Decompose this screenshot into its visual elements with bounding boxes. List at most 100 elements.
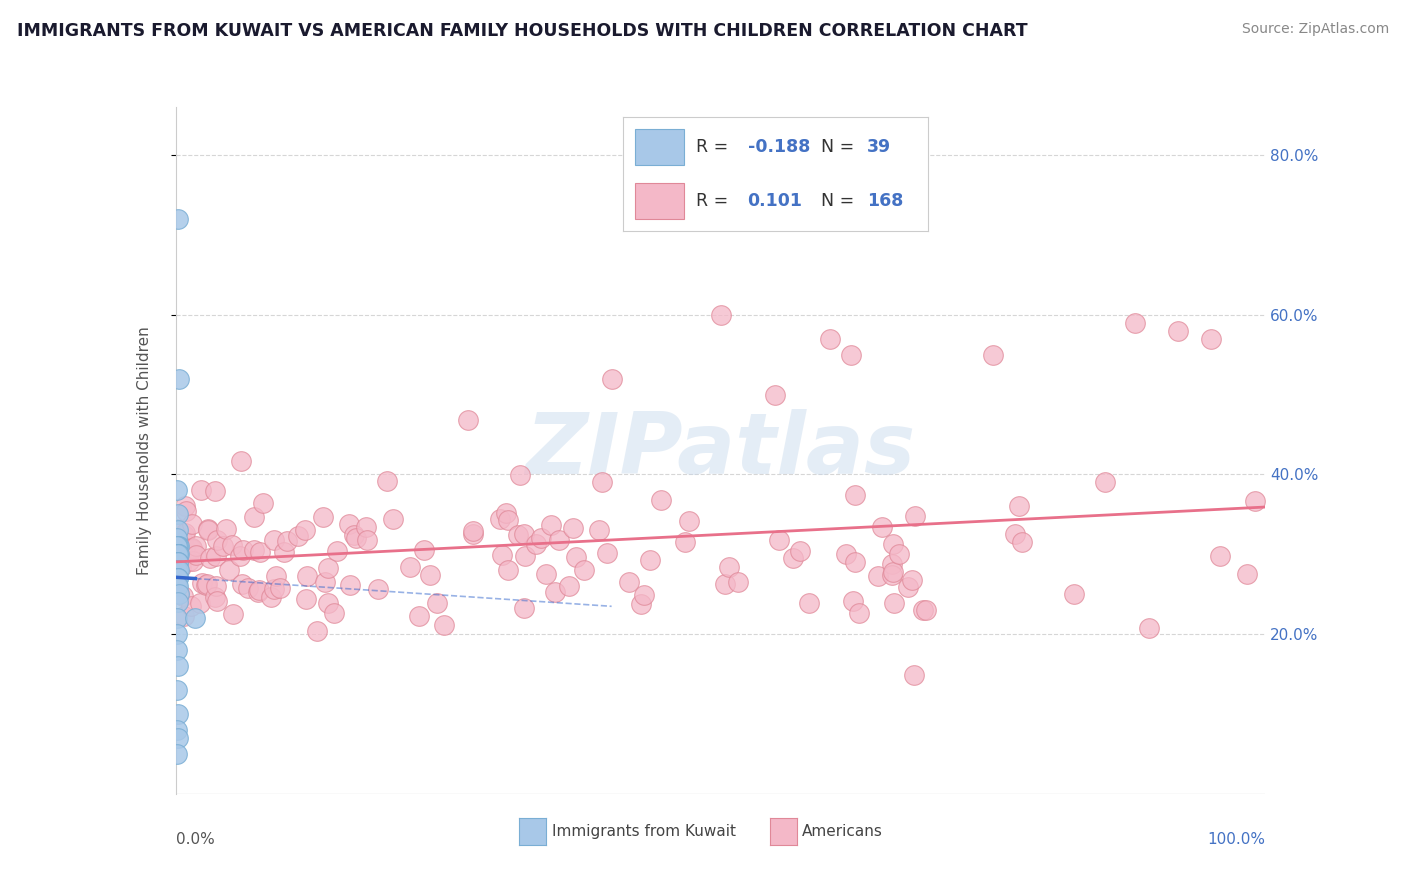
Point xyxy=(789,544,811,558)
Point xyxy=(167,555,190,569)
Point xyxy=(166,643,188,657)
Point xyxy=(1236,567,1258,582)
Point xyxy=(247,582,270,597)
Point xyxy=(339,577,361,591)
Point xyxy=(184,611,207,625)
Point xyxy=(513,549,536,564)
Point xyxy=(167,547,190,561)
Point xyxy=(633,588,655,602)
Point xyxy=(169,559,191,574)
Point xyxy=(887,547,910,561)
Point xyxy=(844,555,866,569)
Point xyxy=(307,624,329,638)
Point xyxy=(544,584,567,599)
Point xyxy=(981,348,1004,362)
Point xyxy=(167,211,190,226)
Point xyxy=(180,599,202,613)
Point xyxy=(782,550,804,565)
Point xyxy=(243,510,266,524)
Point xyxy=(524,537,547,551)
Point xyxy=(276,533,298,548)
Point xyxy=(181,541,204,556)
Point xyxy=(463,524,485,538)
Point xyxy=(273,545,295,559)
Point xyxy=(167,584,190,599)
Point xyxy=(166,522,188,536)
Point xyxy=(197,523,219,537)
Point xyxy=(866,568,889,582)
Point xyxy=(231,577,253,591)
Point xyxy=(835,547,858,561)
Point xyxy=(166,483,188,498)
Point xyxy=(186,548,208,562)
Point xyxy=(180,542,202,557)
Point xyxy=(548,533,571,547)
Point xyxy=(166,611,188,625)
Point xyxy=(269,581,291,595)
Point xyxy=(212,539,235,553)
Point xyxy=(872,520,894,534)
Point xyxy=(768,533,790,548)
Point xyxy=(167,371,190,385)
Point xyxy=(903,667,925,681)
Point xyxy=(1137,622,1160,636)
Point xyxy=(588,524,610,538)
Point xyxy=(904,509,927,524)
Point xyxy=(204,484,226,499)
Point xyxy=(673,535,696,549)
Point xyxy=(166,683,188,698)
Point xyxy=(180,516,202,531)
Point xyxy=(190,483,212,497)
Text: 0.0%: 0.0% xyxy=(176,831,215,847)
Text: Americans: Americans xyxy=(803,824,883,839)
Point xyxy=(172,590,194,604)
Point xyxy=(205,533,228,547)
Text: ZIPatlas: ZIPatlas xyxy=(526,409,915,492)
Point xyxy=(295,592,318,607)
Point xyxy=(167,571,190,585)
Point xyxy=(166,747,188,761)
Point xyxy=(194,578,217,592)
Point xyxy=(218,563,240,577)
Point xyxy=(287,529,309,543)
Point xyxy=(170,560,193,574)
Point xyxy=(509,468,531,483)
Point xyxy=(166,563,188,577)
Point xyxy=(166,534,188,549)
Point xyxy=(911,603,934,617)
Point xyxy=(204,590,226,604)
Point xyxy=(166,627,188,641)
Point xyxy=(167,659,190,673)
Point xyxy=(356,533,378,547)
Point xyxy=(166,547,188,561)
Point xyxy=(408,609,430,624)
Point xyxy=(495,506,517,520)
Point xyxy=(167,524,190,538)
Point xyxy=(204,549,226,563)
Point xyxy=(763,387,786,401)
Point xyxy=(221,538,243,552)
Point xyxy=(316,561,339,575)
Point xyxy=(236,581,259,595)
Point xyxy=(346,531,368,545)
Point xyxy=(399,559,422,574)
Point xyxy=(322,606,344,620)
Point xyxy=(294,523,316,537)
Point xyxy=(513,600,536,615)
Point xyxy=(166,547,188,561)
Point xyxy=(530,531,553,545)
Point xyxy=(900,573,922,587)
Point xyxy=(897,580,920,594)
Text: Source: ZipAtlas.com: Source: ZipAtlas.com xyxy=(1241,22,1389,37)
Point xyxy=(717,560,740,574)
Point xyxy=(1209,549,1232,563)
Point xyxy=(191,575,214,590)
Point xyxy=(166,539,188,553)
Point xyxy=(565,549,588,564)
Point xyxy=(638,553,661,567)
Point xyxy=(572,563,595,577)
Point xyxy=(167,731,190,745)
Point xyxy=(375,474,398,488)
Point xyxy=(337,516,360,531)
Point xyxy=(1123,316,1146,330)
